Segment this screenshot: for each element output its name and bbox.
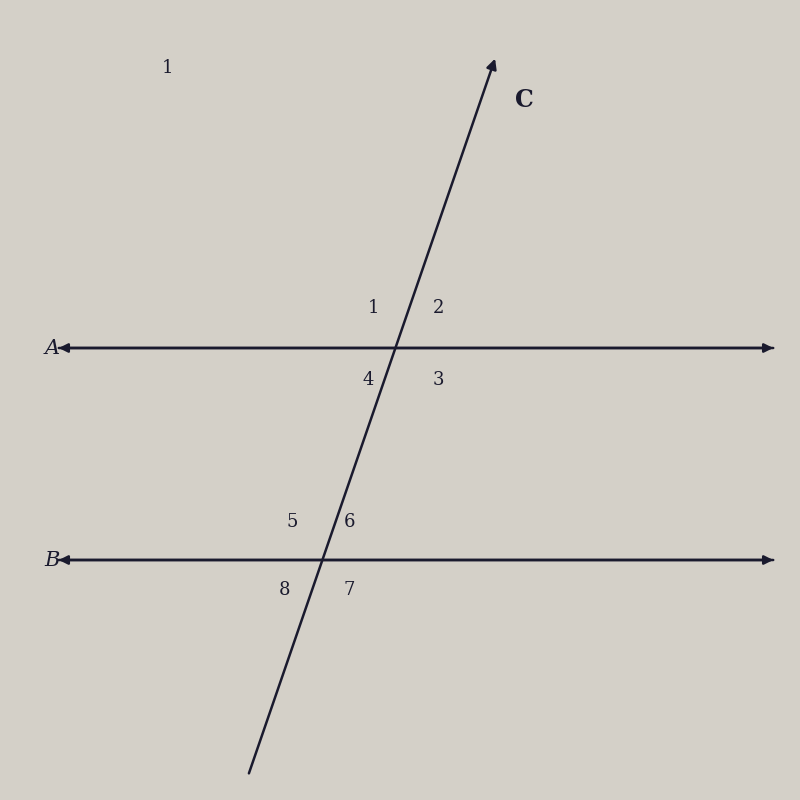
Text: 8: 8 [278, 581, 290, 598]
Text: 3: 3 [433, 371, 444, 389]
Text: C: C [514, 88, 534, 112]
Text: 5: 5 [286, 513, 298, 530]
Text: 4: 4 [362, 371, 374, 389]
Text: 1: 1 [162, 59, 174, 77]
Text: B: B [44, 550, 60, 570]
Text: 6: 6 [344, 513, 355, 530]
Text: 1: 1 [368, 299, 379, 317]
Text: 2: 2 [433, 299, 444, 317]
Text: A: A [45, 338, 59, 358]
Text: 7: 7 [344, 581, 355, 598]
